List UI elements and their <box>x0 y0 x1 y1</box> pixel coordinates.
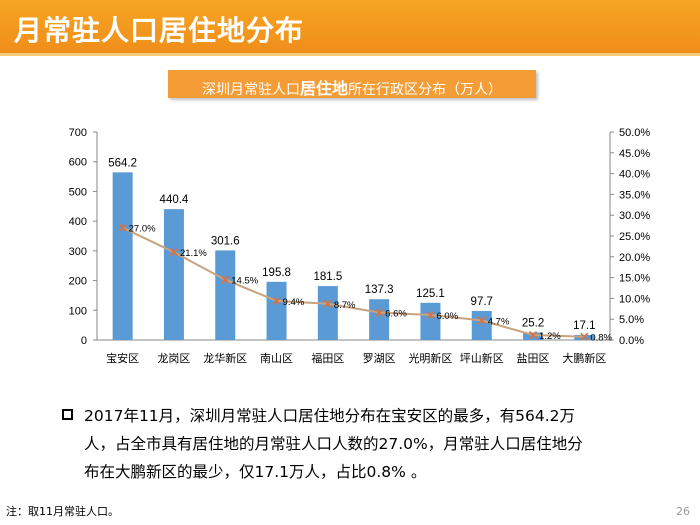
share-marker <box>118 223 127 232</box>
y2-tick-label: 5.0% <box>619 314 644 326</box>
x-tick-label: 南山区 <box>260 352 293 365</box>
title-rule <box>0 53 700 56</box>
y-tick-label: 600 <box>69 157 87 169</box>
share-value-label: 0.8% <box>590 333 612 344</box>
share-marker <box>528 330 538 340</box>
share-value-label: 9.4% <box>283 297 305 308</box>
bar-value-label: 195.8 <box>262 267 291 279</box>
bar-value-label: 125.1 <box>416 288 445 300</box>
bar-value-label: 25.2 <box>522 318 544 330</box>
subtitle-pre: 深圳月常驻人口 <box>201 82 300 98</box>
bar-value-label: 440.4 <box>160 194 189 206</box>
share-marker <box>477 316 486 325</box>
share-marker <box>169 248 179 257</box>
y2-tick-label: 40.0% <box>619 169 650 181</box>
share-marker <box>426 310 435 320</box>
bar <box>523 332 544 340</box>
note-line-1: 2017年11月，深圳月常驻人口居住地分布在宝安区的最多，有564.2万 <box>84 407 576 425</box>
x-tick-label: 宝安区 <box>106 351 139 365</box>
summary-note: 2017年11月，深圳月常驻人口居住地分布在宝安区的最多，有564.2万 人，占… <box>62 402 662 486</box>
y-tick-label: 700 <box>69 127 87 139</box>
x-tick-label: 大鹏新区 <box>562 351 606 365</box>
share-value-label: 14.5% <box>231 276 258 287</box>
x-tick-label: 龙岗区 <box>157 352 190 365</box>
y2-tick-label: 20.0% <box>619 252 650 264</box>
x-tick-label: 光明新区 <box>408 351 452 365</box>
y2-tick-label: 25.0% <box>619 231 650 243</box>
x-tick-label: 坪山新区 <box>460 351 504 365</box>
footnote: 注：取11月常驻人口。 <box>6 505 119 518</box>
share-marker <box>580 332 589 341</box>
share-value-label: 6.6% <box>385 309 407 320</box>
share-value-label: 8.7% <box>334 300 356 311</box>
x-tick-label: 福田区 <box>311 351 344 365</box>
subtitle-bold: 居住地 <box>299 79 348 98</box>
y2-tick-label: 30.0% <box>619 210 650 222</box>
share-line <box>122 226 585 338</box>
population-chart: 0 100 200 300 400 500 600 700 0.0% 5.0% 10.0% 15.0%… <box>69 127 651 365</box>
share-value-label: 1.2% <box>539 331 561 342</box>
share-value-label: 6.0% <box>436 311 458 322</box>
y2-tick-label: 15.0% <box>619 273 650 285</box>
bar-value-label: 564.2 <box>108 157 137 169</box>
bullet-square-icon <box>62 409 73 420</box>
y-tick-label: 400 <box>69 216 87 228</box>
y2-tick-label: 50.0% <box>619 127 650 139</box>
x-tick-label: 龙华新区 <box>203 351 247 365</box>
share-marker <box>272 296 281 305</box>
share-marker <box>323 299 332 308</box>
y-tick-label: 500 <box>69 186 87 198</box>
page-number: 26 <box>676 505 690 518</box>
y2-tick-label: 10.0% <box>619 293 650 305</box>
share-marker <box>375 308 384 317</box>
chart-subtitle-box: 深圳月常驻人口居住地所在行政区分布（万人） <box>168 70 536 98</box>
title-bar: 月常驻人口居住地分布 <box>0 0 700 56</box>
bar-value-label: 137.3 <box>365 284 394 296</box>
y2-tick-label: 45.0% <box>619 148 650 160</box>
bar-value-label: 181.5 <box>313 271 342 283</box>
bar <box>163 209 184 340</box>
share-value-label: 21.1% <box>180 248 207 259</box>
y2-tick-label: 0.0% <box>619 335 644 347</box>
y-tick-label: 300 <box>69 246 87 258</box>
bar-value-label: 97.7 <box>471 296 493 308</box>
bar <box>317 286 338 340</box>
share-value-label: 27.0% <box>129 224 156 235</box>
bar <box>215 250 236 340</box>
bar <box>471 310 492 340</box>
x-tick-label: 盐田区 <box>517 352 550 365</box>
y-tick-label: 100 <box>69 305 87 317</box>
bar <box>112 172 133 340</box>
chart-subtitle: 深圳月常驻人口居住地所在行政区分布（万人） <box>168 75 536 99</box>
bar-value-label: 17.1 <box>573 320 595 332</box>
bar <box>266 281 287 340</box>
note-line-3: 布在大鹏新区的最少，仅17.1万人，占比0.8% 。 <box>84 463 427 481</box>
y2-tick-label: 35.0% <box>619 189 650 201</box>
page-title: 月常驻人口居住地分布 <box>14 14 305 47</box>
share-value-label: 4.7% <box>488 316 510 327</box>
x-tick-label: 罗湖区 <box>363 352 396 365</box>
y-tick-label: 200 <box>69 276 87 288</box>
subtitle-post: 所在行政区分布（万人） <box>348 82 502 98</box>
bar-value-label: 301.6 <box>211 235 240 247</box>
share-marker <box>221 275 230 284</box>
note-line-2: 人，占全市具有居住地的月常驻人口人数的27.0%，月常驻人口居住地分 <box>84 435 583 453</box>
bar <box>420 302 441 340</box>
y-tick-label: 0 <box>81 335 87 347</box>
bar <box>369 299 390 340</box>
